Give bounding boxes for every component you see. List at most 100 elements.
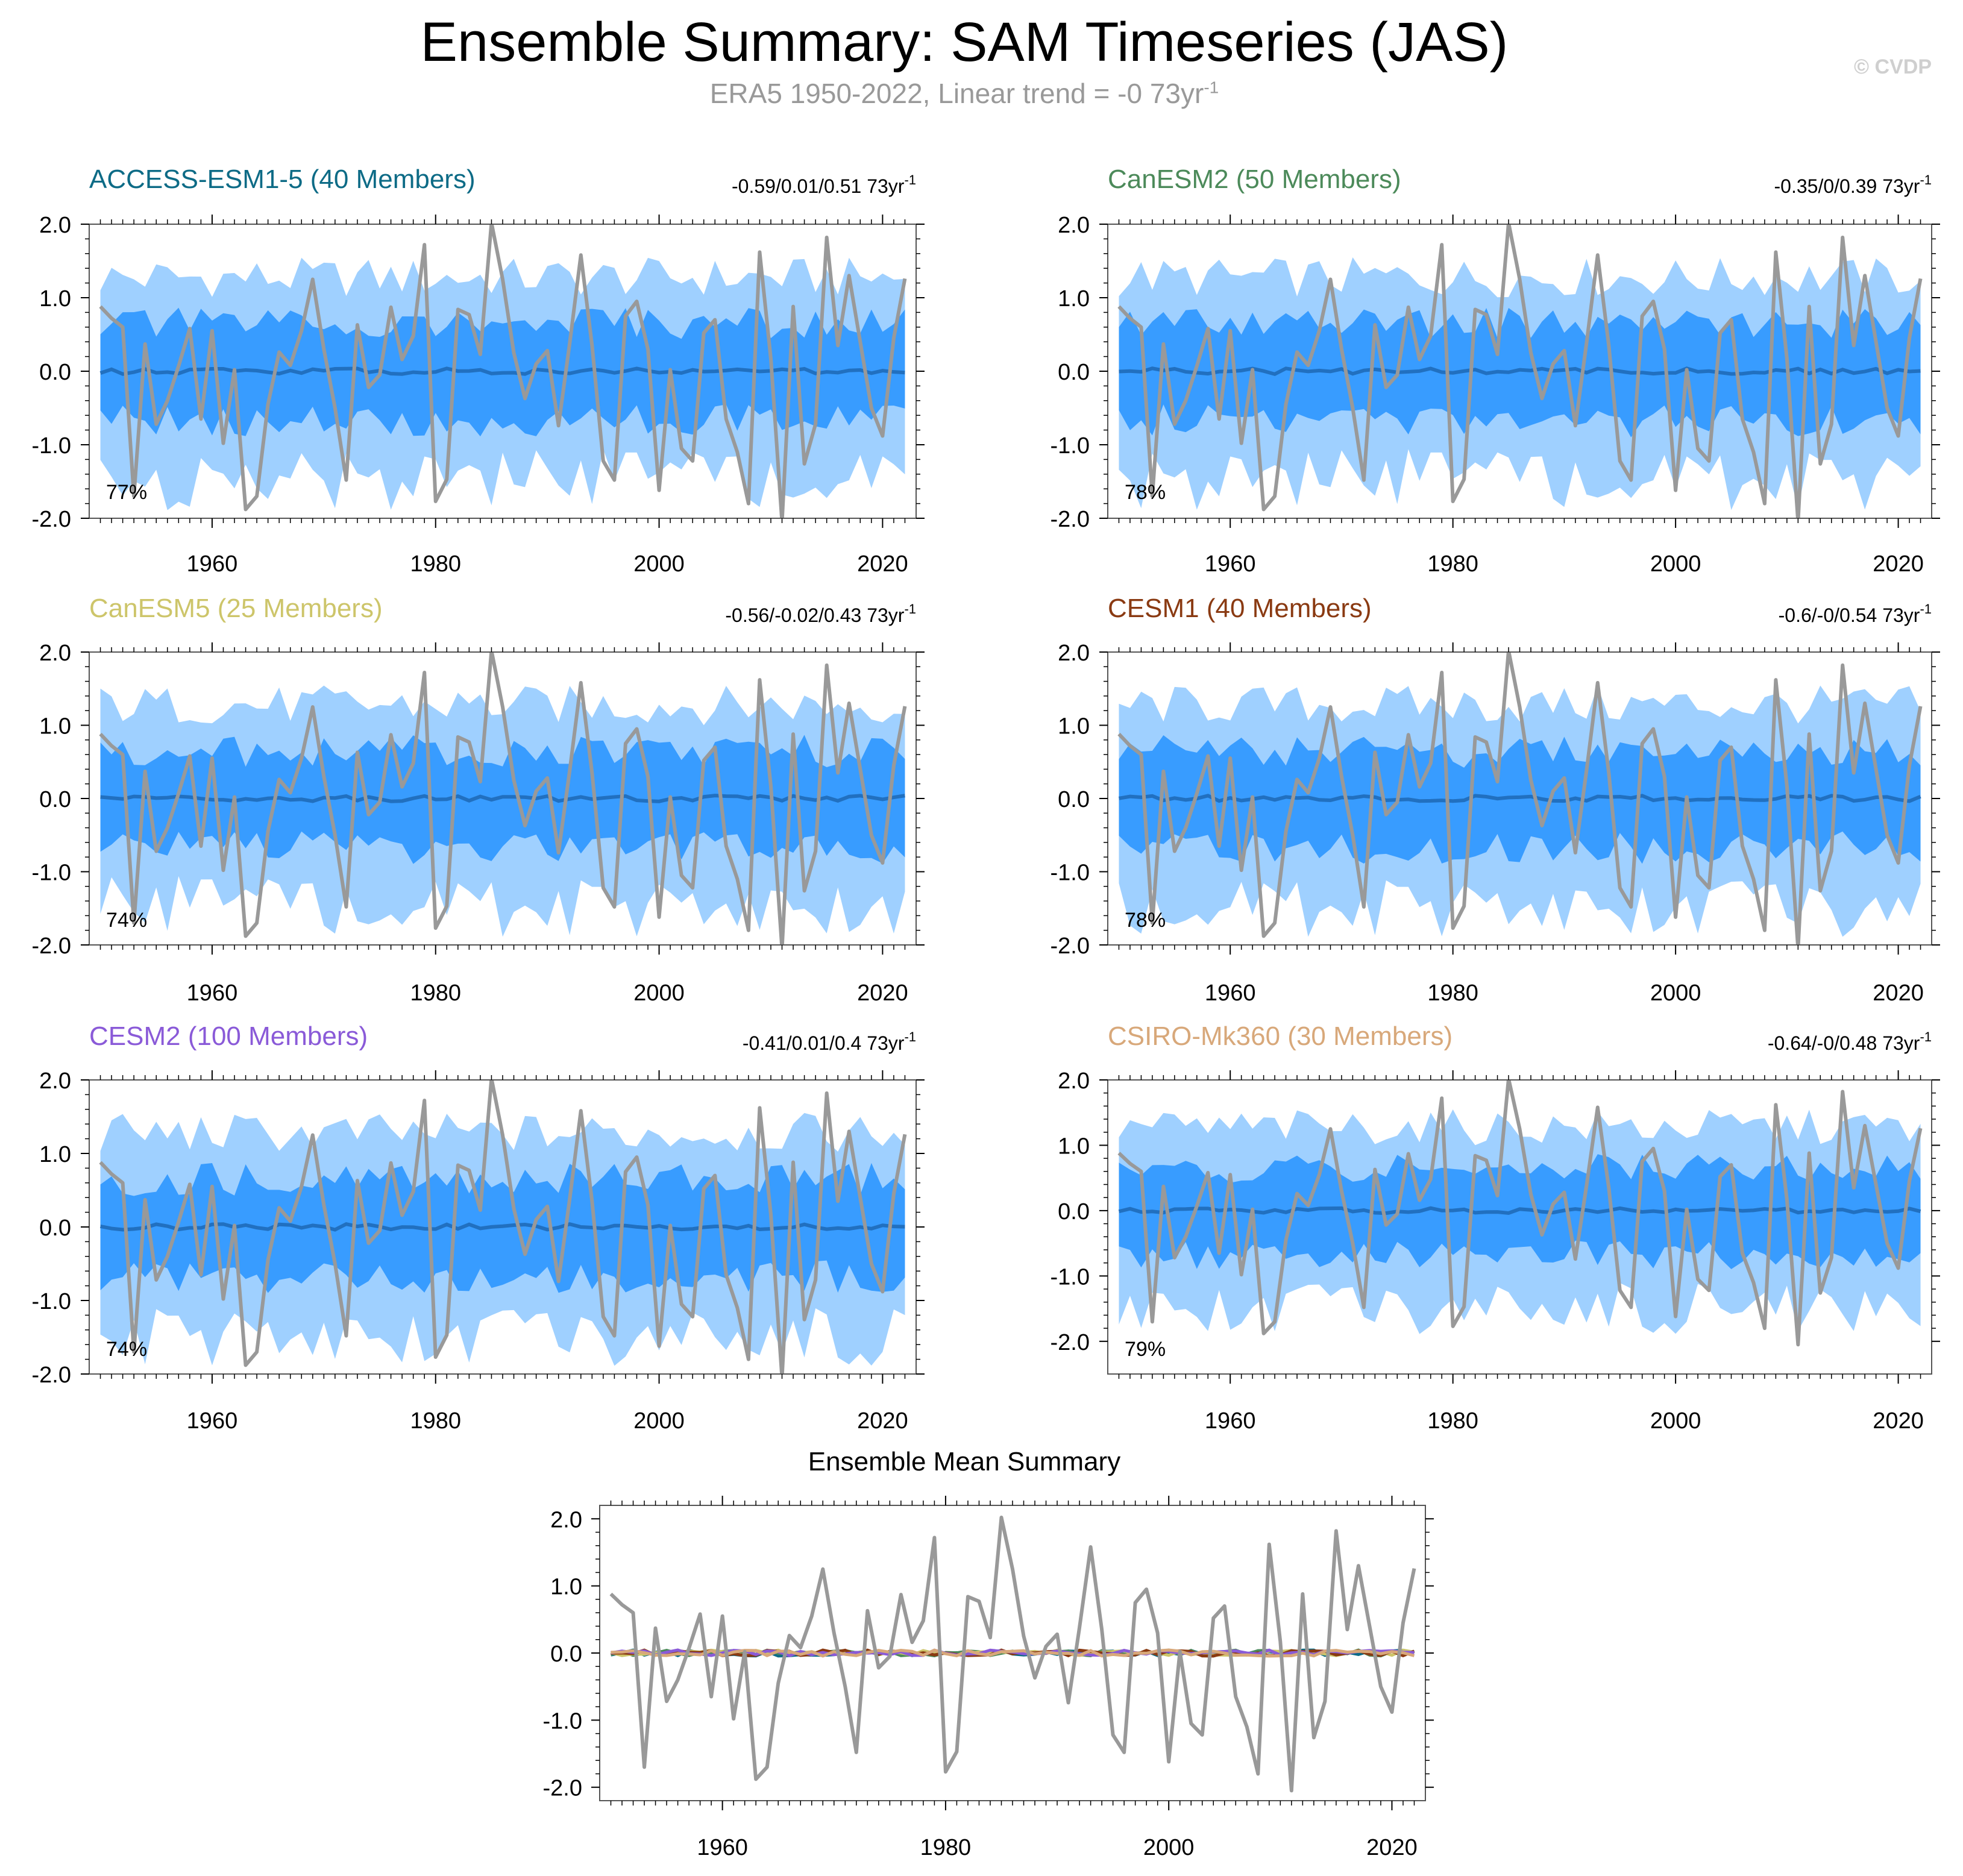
panel-4: CESM1 (40 Members) -0.6/-0/0.54 73yr-1 2.0… [1051, 594, 1940, 1006]
y-tick-label: 0.0 [1058, 360, 1090, 385]
y-tick-label: -1.0 [32, 1289, 71, 1314]
trend-label: -0.35/0/0.39 73yr-1 [1774, 172, 1932, 197]
panel-title: CESM2 (100 Members) [89, 1021, 368, 1051]
x-tick-label: 2020 [857, 1408, 908, 1434]
y-tick-label: -1.0 [1051, 433, 1090, 459]
era5-obs-line [1117, 1080, 1923, 1347]
trend-label: -0.59/0.01/0.51 73yr-1 [732, 172, 916, 197]
x-tick-label: 2000 [1650, 551, 1701, 577]
x-tick-label: 2020 [1873, 980, 1924, 1006]
x-tick-label: 2000 [1650, 1408, 1701, 1434]
era5-obs-line [99, 224, 907, 518]
y-tick-label: -1.0 [543, 1708, 582, 1734]
plot-area [609, 1516, 1416, 1793]
y-tick-label: 1.0 [39, 1142, 71, 1167]
y-tick-label: 2.0 [550, 1507, 582, 1532]
y-tick-label: 2.0 [39, 213, 71, 238]
era5-obs-line [99, 652, 907, 945]
percent-label: 74% [106, 909, 147, 932]
subtitle-superscript: -1 [1204, 78, 1219, 97]
y-tick-label: 0.0 [550, 1642, 582, 1667]
y-tick-label: 2.0 [39, 1068, 71, 1094]
trend-label: -0.41/0.01/0.4 73yr-1 [743, 1029, 916, 1054]
percent-label: 79% [1125, 1338, 1166, 1361]
x-tick-label: 1960 [1205, 1408, 1256, 1434]
percent-label: 78% [1125, 481, 1166, 504]
y-tick-label: 2.0 [39, 641, 71, 666]
figure-subtitle: ERA5 1950-2022, Linear trend = -0 73yr-1 [0, 77, 1929, 110]
plot-area [1117, 1080, 1923, 1347]
cvdp-watermark: © CVDP [1854, 55, 1932, 78]
panel-title: Ensemble Mean Summary [808, 1447, 1120, 1476]
trend-label: -0.64/-0/0.48 73yr-1 [1768, 1029, 1932, 1054]
percent-label: 77% [106, 481, 147, 504]
x-tick-label: 2000 [633, 1408, 685, 1434]
plot-area [1117, 224, 1923, 518]
x-tick-label: 1960 [697, 1835, 748, 1860]
y-tick-label: 1.0 [1058, 1134, 1090, 1159]
x-tick-label: 2020 [1873, 1408, 1924, 1434]
panel-title: CanESM5 (25 Members) [89, 594, 383, 623]
trend-label: -0.56/-0.02/0.43 73yr-1 [725, 601, 916, 626]
x-tick-label: 1980 [410, 1408, 461, 1434]
era5-obs-line [99, 1080, 907, 1374]
plot-area [99, 652, 907, 945]
y-tick-label: 0.0 [39, 360, 71, 385]
panel-5: CESM2 (100 Members) -0.41/0.01/0.4 73yr-1… [32, 1021, 925, 1434]
percent-label: 74% [106, 1338, 147, 1361]
x-tick-label: 2020 [1873, 551, 1924, 577]
y-tick-label: 2.0 [1058, 1068, 1090, 1094]
x-tick-label: 2000 [633, 551, 685, 577]
y-tick-label: 1.0 [550, 1575, 582, 1600]
y-tick-label: 2.0 [1058, 641, 1090, 666]
x-tick-label: 1960 [1205, 980, 1256, 1006]
y-tick-label: -2.0 [32, 1363, 71, 1388]
x-tick-label: 2000 [1143, 1835, 1195, 1860]
y-tick-label: 2.0 [1058, 213, 1090, 238]
y-tick-label: -2.0 [32, 933, 71, 959]
y-tick-label: -1.0 [32, 861, 71, 886]
y-tick-label: 1.0 [39, 286, 71, 312]
panel-1: ACCESS-ESM1-5 (40 Members) -0.59/0.01/0.5… [32, 165, 925, 577]
y-tick-label: 1.0 [39, 714, 71, 739]
y-tick-label: -2.0 [32, 507, 71, 532]
x-tick-label: 1980 [410, 551, 461, 577]
panel-title: CESM1 (40 Members) [1108, 594, 1372, 623]
panel-2: CanESM2 (50 Members) -0.35/0/0.39 73yr-1 2… [1051, 165, 1940, 577]
era5-obs-line [1117, 652, 1923, 945]
x-tick-label: 1960 [1205, 551, 1256, 577]
y-tick-label: 1.0 [1058, 714, 1090, 739]
plot-area [99, 1080, 907, 1374]
subtitle-text: ERA5 1950-2022, Linear trend = -0 73yr [709, 78, 1204, 109]
plot-area [99, 224, 907, 518]
y-tick-label: -2.0 [1051, 1330, 1090, 1355]
y-tick-label: -1.0 [32, 433, 71, 459]
x-tick-label: 2020 [857, 551, 908, 577]
y-tick-label: -2.0 [543, 1776, 582, 1801]
plot-area [1117, 652, 1923, 945]
y-tick-label: 0.0 [1058, 1199, 1090, 1225]
panel-title: ACCESS-ESM1-5 (40 Members) [89, 165, 476, 194]
y-tick-label: -2.0 [1051, 933, 1090, 959]
x-tick-label: 2000 [1650, 980, 1701, 1006]
x-tick-label: 1960 [187, 980, 238, 1006]
x-tick-label: 1980 [920, 1835, 972, 1860]
y-tick-label: -1.0 [1051, 1264, 1090, 1290]
x-tick-label: 1980 [410, 980, 461, 1006]
panel-title: CSIRO-Mk360 (30 Members) [1108, 1021, 1453, 1051]
figure-title: Ensemble Summary: SAM Timeseries (JAS) [420, 11, 1509, 73]
panel-6: CSIRO-Mk360 (30 Members) -0.64/-0/0.48 73… [1051, 1021, 1940, 1434]
x-tick-label: 1960 [187, 1408, 238, 1434]
x-tick-label: 1980 [1427, 1408, 1478, 1434]
era5-obs-line [1117, 224, 1923, 518]
panel-3: CanESM5 (25 Members) -0.56/-0.02/0.43 73y… [32, 594, 925, 1006]
y-tick-label: -2.0 [1051, 507, 1090, 532]
y-tick-label: -1.0 [1051, 861, 1090, 886]
x-tick-label: 2020 [857, 980, 908, 1006]
x-tick-label: 1980 [1427, 980, 1478, 1006]
x-tick-label: 1960 [187, 551, 238, 577]
y-tick-label: 0.0 [39, 1216, 71, 1241]
x-tick-label: 2000 [633, 980, 685, 1006]
percent-label: 78% [1125, 909, 1166, 932]
